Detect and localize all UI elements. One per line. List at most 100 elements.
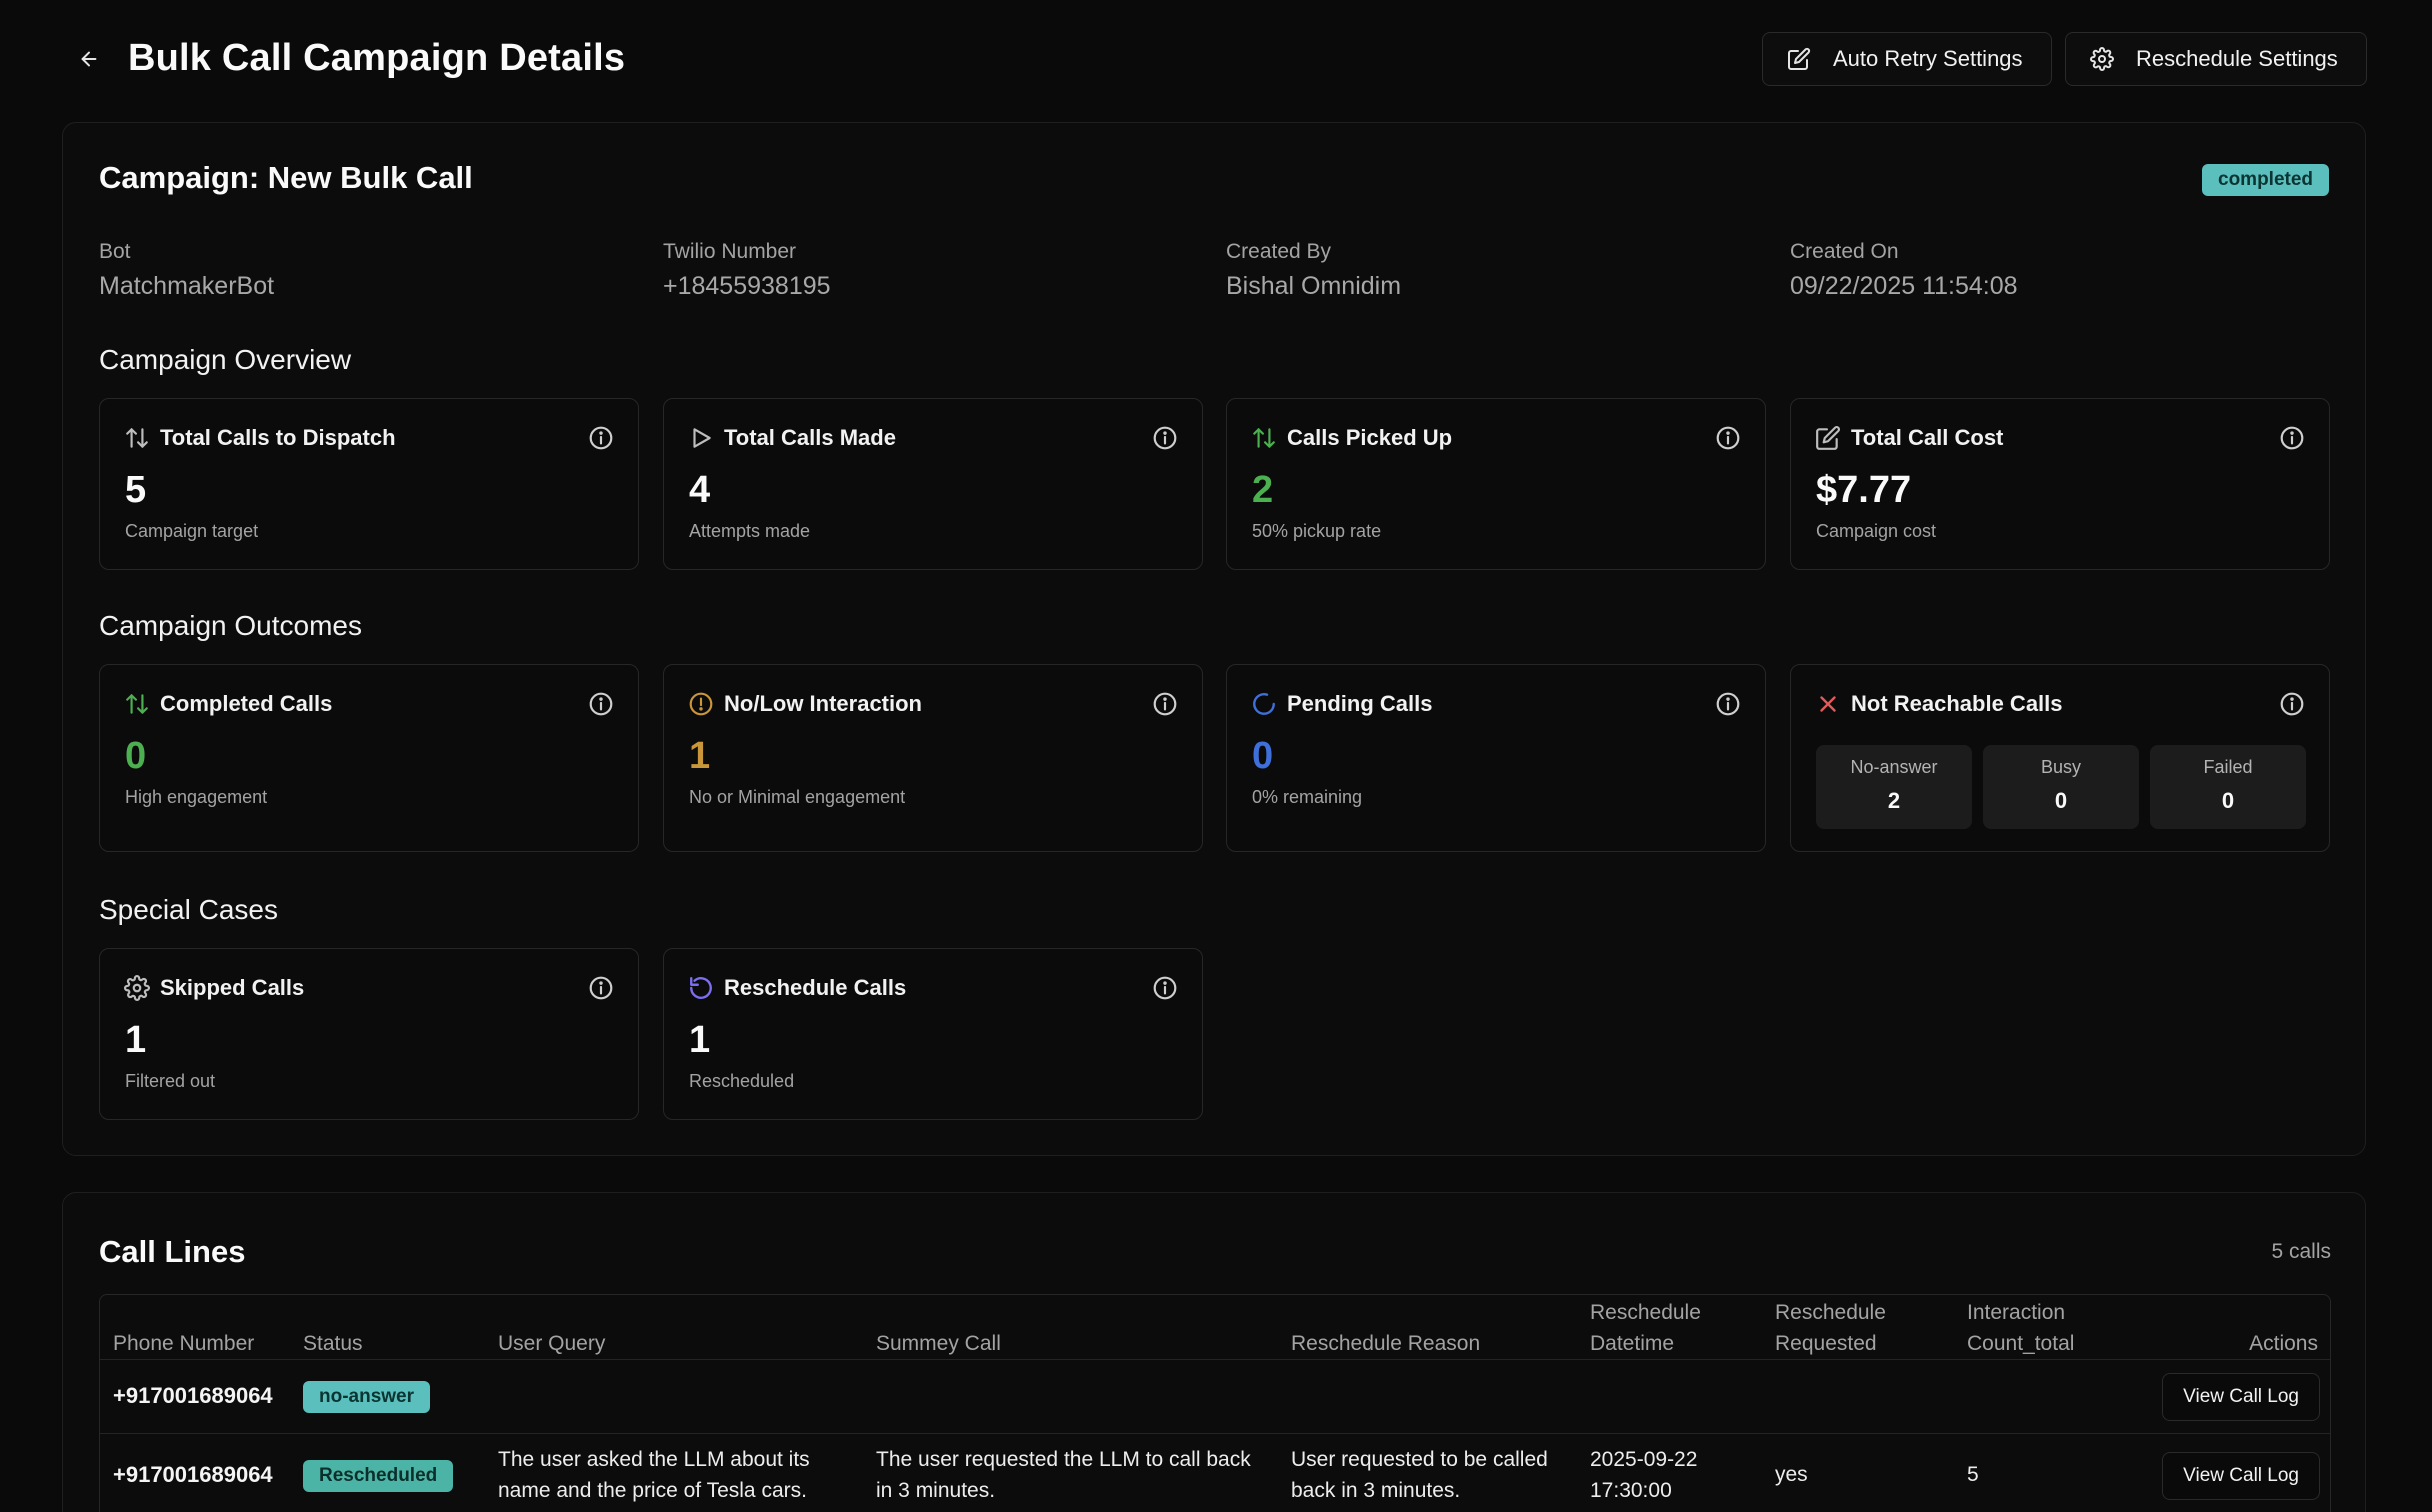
meta-created-on: Created On 09/22/2025 11:54:08 <box>1790 238 2330 304</box>
info-icon[interactable] <box>1152 691 1178 717</box>
column-header-reschedule-reason: Reschedule Reason <box>1291 1332 1481 1355</box>
info-icon[interactable] <box>1715 425 1741 451</box>
stat-subtitle: Campaign target <box>125 521 259 541</box>
meta-created-by: Created By Bishal Omnidim <box>1226 238 1766 304</box>
call-lines-card <box>62 1192 2366 1512</box>
info-icon[interactable] <box>1715 691 1741 717</box>
alert-circle-icon <box>689 692 713 716</box>
stat-value: $7.77 <box>1816 469 1912 511</box>
edit-icon <box>1816 426 1840 450</box>
stat-title: Calls Picked Up <box>1287 425 1453 450</box>
cell-interaction-count: 5 <box>1967 1463 1979 1486</box>
view-call-log-button[interactable]: View Call Log <box>2162 1373 2320 1421</box>
info-icon[interactable] <box>1152 425 1178 451</box>
info-icon[interactable] <box>2279 691 2305 717</box>
row-divider <box>100 1359 2330 1360</box>
cell-line: in 3 minutes. <box>876 1479 996 1502</box>
play-icon <box>693 428 711 448</box>
cell-user-query: The user asked the LLM about its name an… <box>498 1444 810 1506</box>
not-reachable-failed: Failed 0 <box>2150 745 2306 829</box>
column-header-interaction-count: Interaction Count_total <box>1967 1297 2074 1359</box>
cell-reschedule-reason: User requested to be called back in 3 mi… <box>1291 1444 1548 1506</box>
loader-icon <box>1253 693 1275 715</box>
arrow-left-icon <box>81 51 97 67</box>
stat-value: 5 <box>125 469 147 511</box>
stat-value: 1 <box>689 735 711 777</box>
section-title-overview: Campaign Overview <box>99 344 352 375</box>
stat-title: Pending Calls <box>1287 691 1433 716</box>
meta-bot: Bot MatchmakerBot <box>99 238 639 304</box>
auto-retry-settings-button[interactable]: Auto Retry Settings <box>1762 32 2052 86</box>
header-line: Reschedule <box>1590 1301 1701 1324</box>
column-header-reschedule-datetime: Reschedule Datetime <box>1590 1297 1701 1359</box>
info-icon[interactable] <box>1152 975 1178 1001</box>
cell-phone: +917001689064 <box>113 1383 273 1408</box>
cell-line: User requested to be called <box>1291 1448 1548 1471</box>
page-header: Bulk Call Campaign Details Auto Retry Se… <box>62 28 2370 90</box>
call-lines-title: Call Lines <box>99 1234 246 1269</box>
cell-line: name and the price of Tesla cars. <box>498 1479 807 1502</box>
info-icon[interactable] <box>588 691 614 717</box>
breakdown-label: Failed <box>2203 757 2253 777</box>
breakdown-value: 0 <box>2221 788 2235 813</box>
header-line: Count_total <box>1967 1332 2075 1355</box>
header-line: Interaction <box>1967 1301 2066 1324</box>
meta-value: MatchmakerBot <box>99 272 275 300</box>
column-header-status: Status <box>303 1332 363 1355</box>
stat-subtitle: Attempts made <box>689 521 811 541</box>
meta-value: 09/22/2025 11:54:08 <box>1790 272 2018 300</box>
stat-calls-picked-up: Calls Picked Up 2 50% pickup rate <box>1226 398 1766 570</box>
meta-value: Bishal Omnidim <box>1226 272 1402 300</box>
stat-title: Completed Calls <box>160 691 333 716</box>
meta-label: Bot <box>99 240 131 263</box>
stat-value: 4 <box>689 469 711 511</box>
stat-reschedule-calls: Reschedule Calls 1 Rescheduled <box>663 948 1203 1120</box>
stat-title: Reschedule Calls <box>724 975 907 1000</box>
row-divider <box>100 1433 2330 1434</box>
stat-subtitle: 0% remaining <box>1252 787 1363 807</box>
meta-label: Created On <box>1790 240 1899 263</box>
meta-label: Twilio Number <box>663 240 797 263</box>
gear-icon <box>124 975 150 1001</box>
breakdown-value: 2 <box>1887 788 1901 813</box>
stat-subtitle: No or Minimal engagement <box>689 787 906 807</box>
stat-total-calls-made: Total Calls Made 4 Attempts made <box>663 398 1203 570</box>
gear-icon <box>2090 47 2114 71</box>
auto-retry-label: Auto Retry Settings <box>1833 46 2023 71</box>
cell-summary: The user requested the LLM to call back … <box>876 1444 1251 1506</box>
stat-not-reachable-calls: Not Reachable Calls No-answer 2 Busy 0 F… <box>1790 664 2330 852</box>
stat-completed-calls: Completed Calls 0 High engagement <box>99 664 639 852</box>
rotate-icon <box>690 977 712 999</box>
cell-line: The user asked the LLM about its <box>498 1448 810 1471</box>
info-icon[interactable] <box>588 425 614 451</box>
stat-subtitle: High engagement <box>125 787 268 807</box>
cell-line: The user requested the LLM to call back <box>876 1448 1251 1471</box>
status-badge: completed <box>2202 164 2330 196</box>
status-badge: Rescheduled <box>303 1460 454 1492</box>
meta-twilio-number: Twilio Number +18455938195 <box>663 238 1203 304</box>
cell-line: 2025-09-22 <box>1590 1448 1698 1471</box>
reschedule-settings-button[interactable]: Reschedule Settings <box>2065 32 2367 86</box>
cell-reschedule-datetime: 2025-09-22 17:30:00 <box>1590 1444 1697 1506</box>
column-header-phone: Phone Number <box>113 1332 255 1355</box>
stat-subtitle: Filtered out <box>125 1071 216 1091</box>
edit-icon <box>1788 47 1811 70</box>
stat-total-calls-to-dispatch: Total Calls to Dispatch 5 Campaign targe… <box>99 398 639 570</box>
stat-value: 0 <box>125 735 147 777</box>
arrows-up-down-icon <box>126 428 148 448</box>
campaign-name: Campaign: New Bulk Call <box>99 160 473 195</box>
column-header-user-query: User Query <box>498 1332 606 1355</box>
x-icon <box>1820 696 1836 712</box>
view-call-log-button[interactable]: View Call Log <box>2162 1452 2320 1500</box>
stat-pending-calls: Pending Calls 0 0% remaining <box>1226 664 1766 852</box>
back-button[interactable] <box>72 42 106 76</box>
not-reachable-busy: Busy 0 <box>1983 745 2139 829</box>
info-icon[interactable] <box>588 975 614 1001</box>
arrows-up-down-icon <box>126 694 148 714</box>
breakdown-label: Busy <box>2040 757 2082 777</box>
stat-skipped-calls: Skipped Calls 1 Filtered out <box>99 948 639 1120</box>
call-lines-count: 5 calls <box>2271 1240 2331 1263</box>
stat-subtitle: Rescheduled <box>689 1071 795 1091</box>
stat-value: 1 <box>125 1019 147 1061</box>
info-icon[interactable] <box>2279 425 2305 451</box>
